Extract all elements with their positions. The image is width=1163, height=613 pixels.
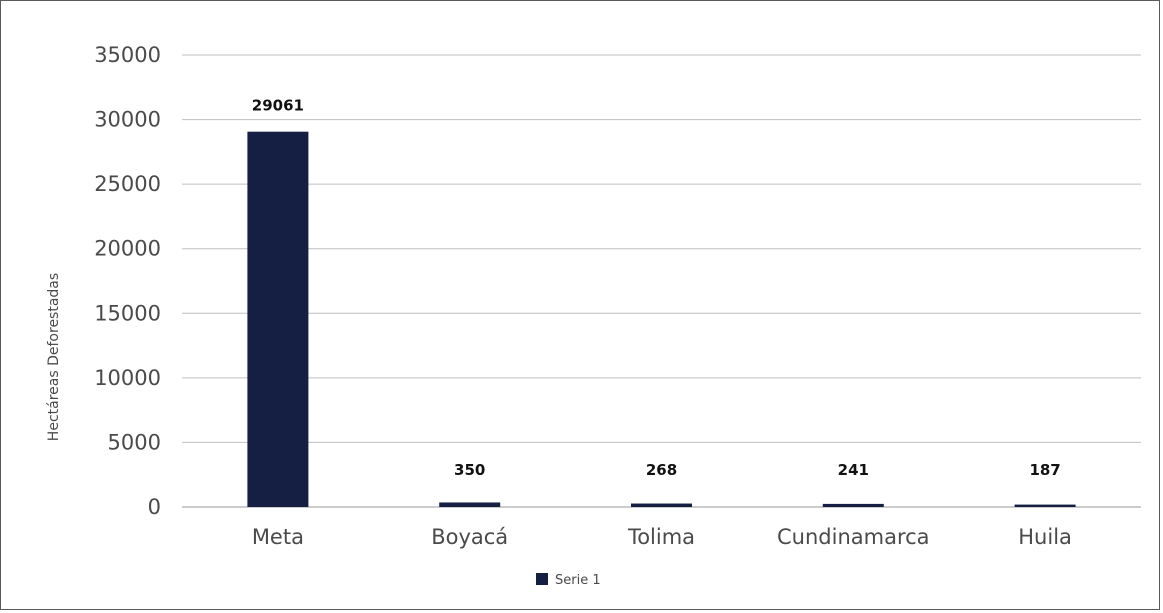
y-tick-label: 5000 [108,430,161,454]
y-tick-label: 30000 [94,108,161,132]
x-tick-label: Boyacá [431,525,508,549]
legend-swatch [536,573,548,585]
legend-label: Serie 1 [555,573,601,588]
gridlines [182,54,1141,508]
bar [1014,504,1076,507]
data-label: 241 [838,461,869,479]
data-label: 268 [646,461,677,479]
y-tick-label: 10000 [94,366,161,390]
data-labels: 29061 350 268 241 187 [252,97,1061,479]
y-tick-label: 25000 [94,172,161,196]
data-label: 29061 [252,97,304,115]
x-tick-label: Cundinamarca [777,525,930,549]
x-tick-label: Tolima [627,525,695,549]
bar [631,503,692,507]
bar [247,131,309,507]
data-label: 187 [1029,461,1060,479]
y-axis-title: Hectáreas Deforestadas [46,273,62,441]
x-tick-label: Huila [1018,525,1072,549]
bar [439,502,501,507]
y-tick-label: 15000 [94,301,161,325]
y-tick-label: 20000 [94,237,161,261]
legend: Serie 1 [536,573,601,588]
data-label: 350 [454,461,485,479]
x-tick-label: Meta [252,525,304,549]
x-axis-categories: Meta Boyacá Tolima Cundinamarca Huila [252,525,1072,549]
bar [822,503,884,507]
y-tick-label: 35000 [94,43,161,67]
y-axis-ticks: 0 5000 10000 15000 20000 25000 30000 35000 [94,43,161,519]
y-tick-label: 0 [148,495,161,519]
bars [247,131,1076,507]
